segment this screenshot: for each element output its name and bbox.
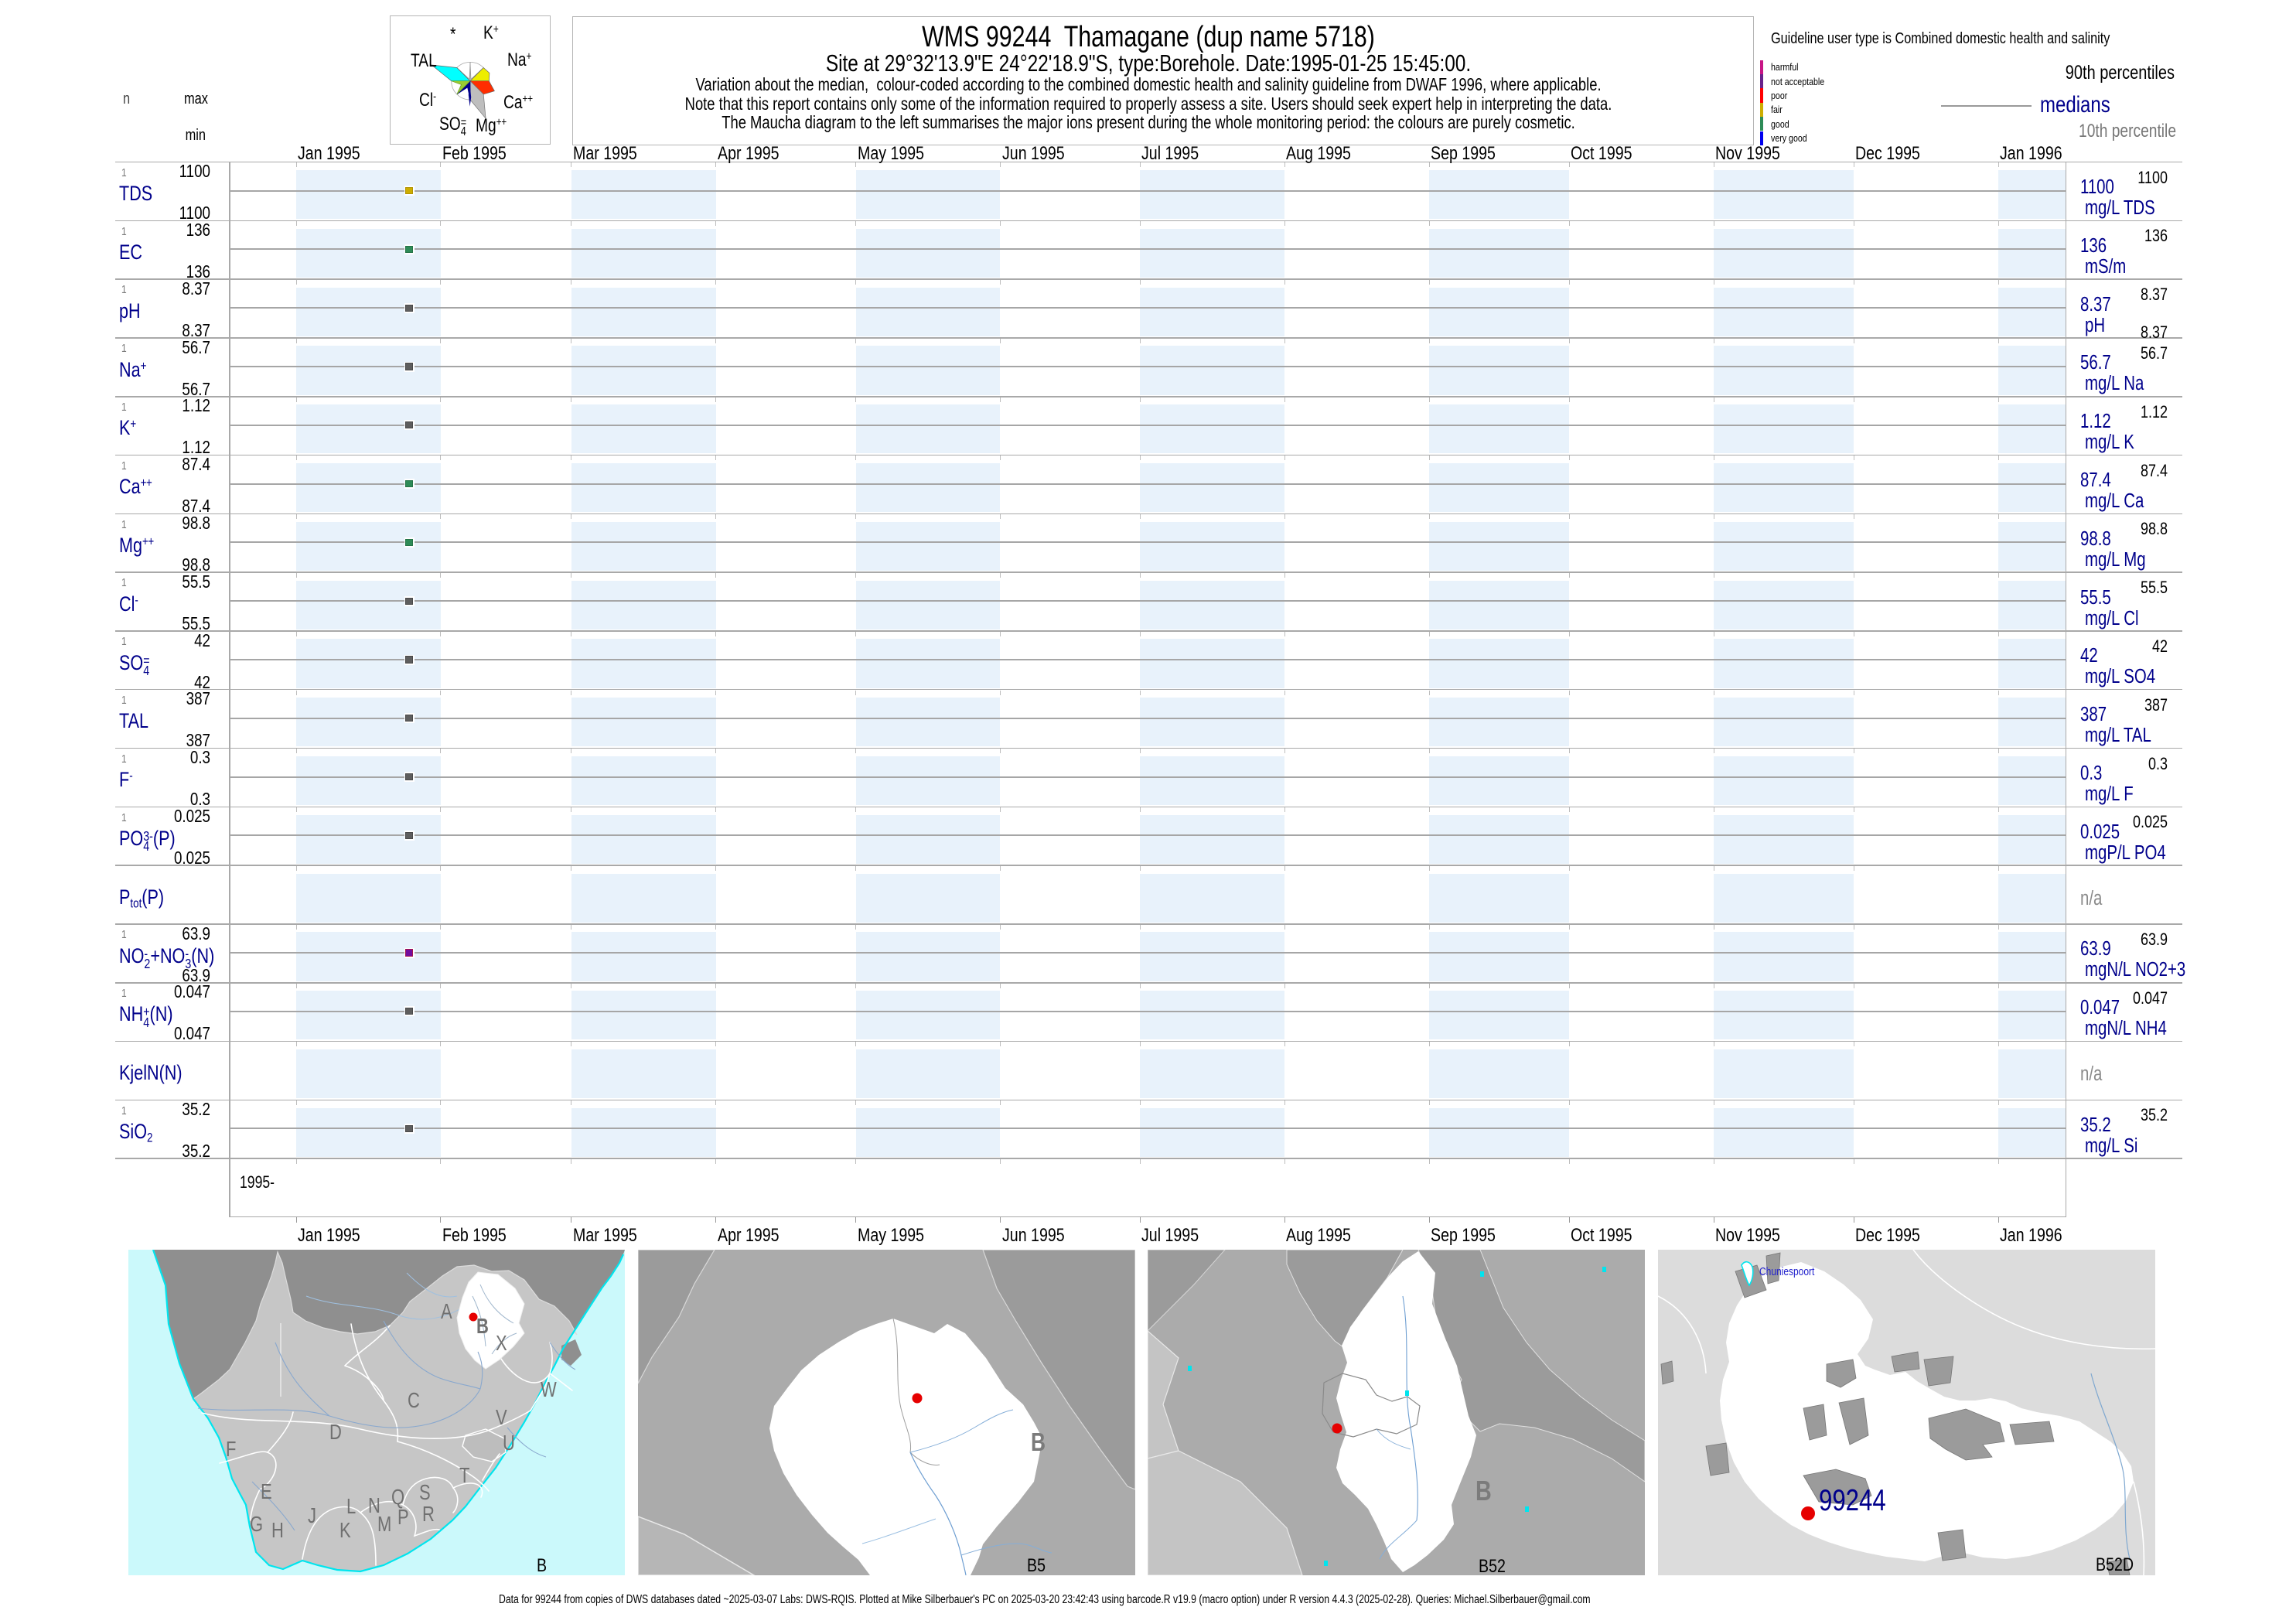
svg-text:W: W	[541, 1378, 557, 1402]
svg-text:E: E	[261, 1480, 272, 1504]
svg-text:L: L	[346, 1495, 356, 1519]
svg-text:C: C	[408, 1389, 420, 1413]
svg-text:99244: 99244	[1819, 1484, 1886, 1517]
svg-text:B52: B52	[1479, 1555, 1506, 1575]
svg-text:T: T	[459, 1464, 469, 1488]
svg-text:B52D: B52D	[2096, 1554, 2134, 1575]
svg-text:D: D	[329, 1421, 342, 1445]
svg-text:H: H	[271, 1519, 284, 1543]
svg-text:X: X	[496, 1332, 507, 1356]
svg-text:Chuniespoort: Chuniespoort	[1759, 1265, 1815, 1278]
svg-text:G: G	[250, 1513, 263, 1537]
svg-text:J: J	[308, 1504, 316, 1528]
svg-text:R: R	[422, 1503, 435, 1527]
svg-text:B: B	[1476, 1475, 1492, 1506]
svg-text:U: U	[503, 1431, 515, 1455]
svg-text:Q: Q	[391, 1486, 404, 1510]
svg-text:S: S	[419, 1481, 431, 1505]
svg-text:M: M	[377, 1513, 391, 1537]
svg-text:K: K	[339, 1519, 351, 1543]
svg-text:F: F	[226, 1438, 236, 1462]
svg-text:N: N	[368, 1494, 380, 1518]
svg-text:V: V	[496, 1406, 507, 1430]
svg-text:B: B	[537, 1554, 547, 1575]
svg-text:A: A	[441, 1300, 452, 1324]
svg-text:B: B	[476, 1315, 489, 1339]
svg-text:P: P	[397, 1506, 409, 1530]
svg-text:B5: B5	[1027, 1554, 1046, 1575]
svg-text:B: B	[1031, 1428, 1046, 1456]
